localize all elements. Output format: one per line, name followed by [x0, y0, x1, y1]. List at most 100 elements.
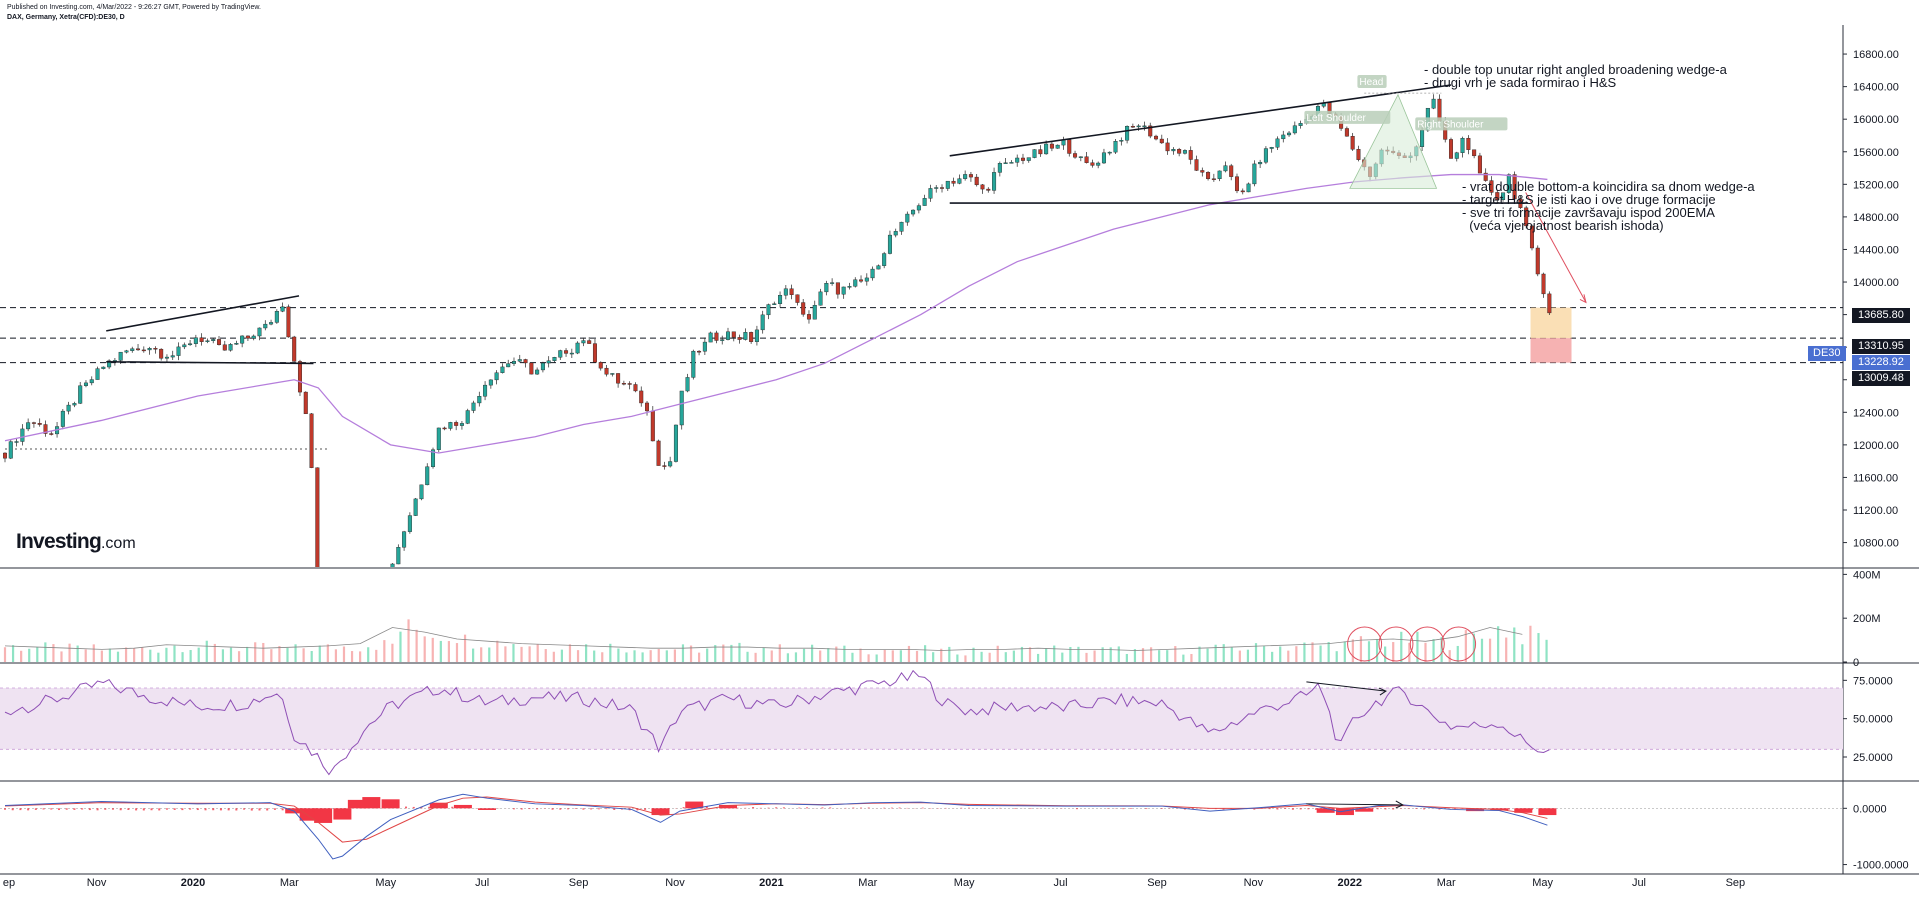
candle-up [391, 564, 395, 568]
candle-down [952, 181, 956, 183]
candle-up [882, 254, 886, 266]
macd-histogram-tick [922, 808, 924, 809]
volume-bar-down [1392, 642, 1394, 662]
macd-histogram-tick [883, 808, 885, 809]
macd-histogram-tick [428, 807, 430, 809]
candle-up [263, 324, 267, 328]
volume-bar-down [68, 644, 70, 662]
candle-up [1172, 149, 1176, 151]
volume-bar-up [932, 652, 934, 662]
macd-histogram-tick [559, 808, 561, 809]
macd-histogram-tick [1384, 808, 1386, 809]
volume-bar-up [173, 646, 175, 662]
candle-up [709, 333, 713, 342]
wedge-lower-2019 [106, 362, 313, 364]
volume-bar-up [1005, 652, 1007, 662]
candle-up [1015, 158, 1019, 162]
macd-histogram-tick [860, 808, 862, 809]
volume-bar-up [512, 644, 514, 662]
volume-bar-up [1037, 654, 1039, 662]
macd-histogram-tick [451, 807, 453, 809]
candle-up [888, 235, 892, 253]
annotation-note-mid: - vrat double bottom-a koincidira sa dno… [1462, 180, 1755, 232]
candle-up [668, 462, 672, 467]
volume-bar-down [867, 654, 869, 662]
candle-up [102, 367, 106, 369]
volume-bar-up [1182, 655, 1184, 662]
macd-histogram-tick [1130, 808, 1132, 809]
volume-bar-down [20, 651, 22, 662]
candle-up [84, 383, 88, 386]
volume-bar-down [698, 653, 700, 662]
note-top-line-2: - drugi vrh je sada formirao i H&S [1424, 75, 1616, 90]
macd-histogram-tick [43, 808, 45, 809]
volume-bar-down [254, 642, 256, 662]
candle-up [958, 179, 962, 184]
candle-up [900, 222, 904, 231]
volume-bar-down [884, 650, 886, 662]
volume-bar-down [375, 650, 377, 662]
candle-up [350, 606, 354, 620]
volume-bar-up [1344, 641, 1346, 662]
macd-histogram-tick [1269, 808, 1271, 809]
candle-up [784, 289, 788, 295]
candle-down [715, 333, 719, 341]
candle-down [1351, 136, 1355, 149]
macd-histogram-tick [258, 808, 260, 810]
volume-bar-down [577, 650, 579, 662]
volume-bar-up [367, 647, 369, 662]
macd-histogram-tick [166, 808, 168, 809]
macd-histogram-tick [189, 808, 191, 809]
macd-histogram-tick [120, 808, 122, 810]
volume-bar-up [666, 650, 668, 662]
x-tick-label: 2021 [759, 877, 783, 889]
volume-bar-up [1271, 652, 1273, 662]
macd-histogram-tick [798, 808, 800, 809]
macd-histogram-tick [1315, 808, 1317, 809]
volume-bar-up [1118, 646, 1120, 662]
macd-histogram-tick [1415, 808, 1417, 809]
candle-down [1212, 179, 1216, 180]
volume-bar-down [278, 646, 280, 662]
volume-bar-up [827, 648, 829, 662]
volume-bar-down [391, 644, 393, 662]
candle-down [1039, 150, 1043, 154]
candle-up [483, 385, 487, 396]
candle-up [1125, 126, 1129, 140]
macd-histogram-tick [1300, 808, 1302, 809]
annotation-note-top: - double top unutar right angled broaden… [1424, 63, 1727, 89]
candle-up [1287, 133, 1291, 135]
volume-bar-up [222, 649, 224, 662]
candle-up [923, 198, 927, 205]
volume-bar-down [658, 649, 660, 662]
candle-down [1241, 191, 1245, 192]
volume-bar-up [763, 648, 765, 662]
macd-histogram-tick [81, 808, 83, 809]
macd-histogram-tick [390, 806, 392, 808]
candle-up [778, 295, 782, 304]
y-tick-label: 14400.00 [1853, 244, 1899, 256]
candle-up [1224, 166, 1228, 171]
candle-up [934, 188, 938, 189]
volume-bar-down [859, 649, 861, 662]
candle-up [402, 532, 406, 548]
candle-up [67, 405, 71, 411]
candle-down [1091, 163, 1095, 166]
volume-bar-down [1150, 647, 1152, 662]
candle-down [1345, 128, 1349, 136]
candle-up [1056, 145, 1060, 148]
macd-divergence-line [1306, 804, 1402, 805]
candle-down [605, 368, 609, 374]
candle-up [686, 377, 690, 391]
candle-up [744, 332, 748, 339]
volume-bar-down [892, 650, 894, 662]
macd-histogram-tick [1161, 808, 1163, 809]
candle-down [32, 423, 36, 424]
volume-bar-down [964, 655, 966, 662]
x-tick-label: Sep [1147, 877, 1167, 889]
candle-up [946, 181, 950, 188]
volume-bar-up [1497, 626, 1499, 662]
candle-up [1218, 171, 1222, 179]
candle-up [420, 485, 424, 499]
